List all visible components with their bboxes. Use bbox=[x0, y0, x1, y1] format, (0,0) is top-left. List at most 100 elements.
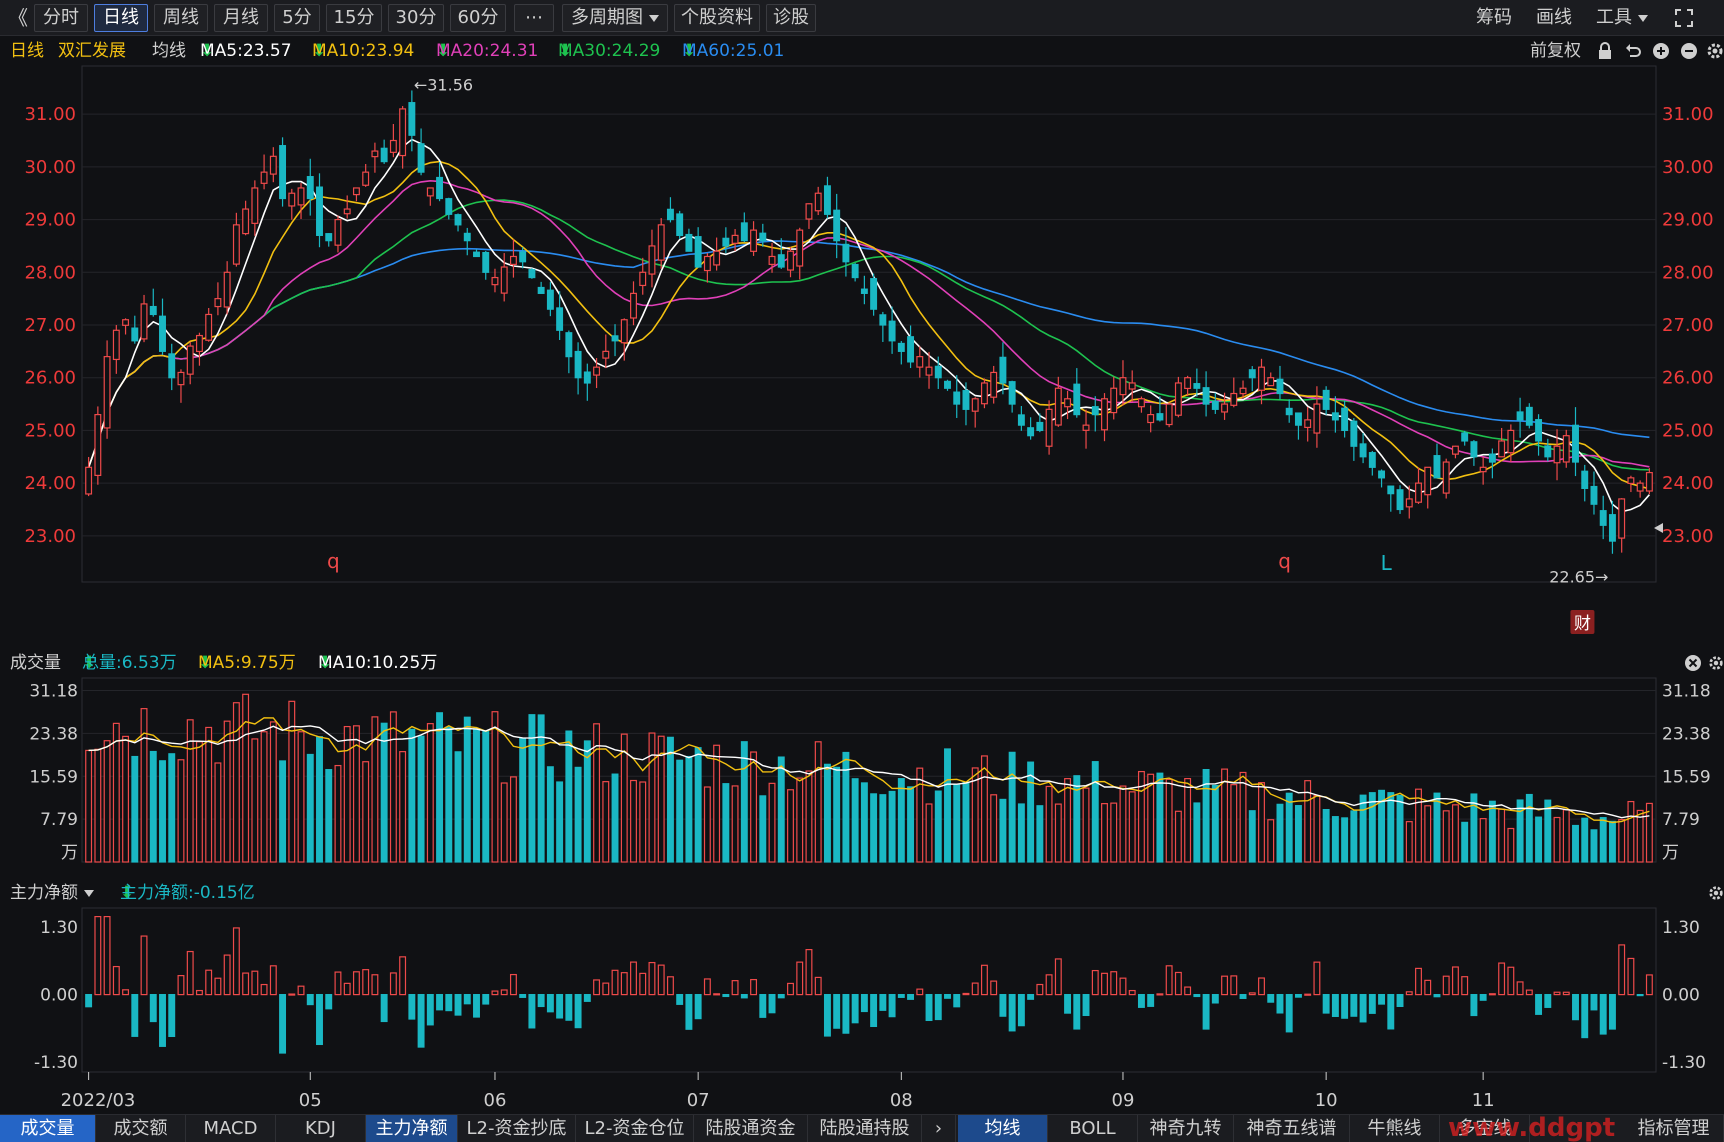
candle-body bbox=[186, 345, 194, 375]
volume-bar bbox=[1137, 770, 1145, 863]
flow-bar bbox=[288, 993, 296, 996]
volume-bar bbox=[574, 766, 582, 863]
period-button-30min[interactable]: 30分 bbox=[388, 4, 444, 32]
volume-bar bbox=[1174, 810, 1182, 863]
chips-button[interactable]: 筹码 bbox=[1476, 7, 1512, 28]
multi-period-dropdown[interactable]: 多周期图 bbox=[562, 4, 668, 32]
flow-bar bbox=[1442, 975, 1450, 996]
tools-dropdown[interactable]: 工具 bbox=[1596, 4, 1648, 32]
tab-boll[interactable]: BOLL bbox=[1048, 1115, 1138, 1142]
candle bbox=[897, 341, 905, 365]
flow-bar bbox=[242, 972, 250, 996]
candle bbox=[750, 221, 758, 256]
candle-body bbox=[1211, 400, 1219, 410]
tab-magic-nine[interactable]: 神奇九转 bbox=[1138, 1115, 1234, 1142]
tab-macd[interactable]: MACD bbox=[186, 1115, 276, 1142]
volume-bar bbox=[316, 736, 323, 863]
flow-bar bbox=[260, 983, 268, 996]
candle bbox=[1516, 397, 1524, 438]
tab-indicator-manage[interactable]: 指标管理 bbox=[1624, 1115, 1724, 1142]
stock-info-button[interactable]: 个股资料 bbox=[674, 4, 760, 32]
candlestick-chart[interactable]: 31.00 31.00 30.00 30.00 29.00 29.00 28.00 28.00… bbox=[0, 64, 1724, 638]
volume-bar bbox=[1415, 788, 1422, 863]
chevron-right-icon[interactable]: › bbox=[922, 1115, 956, 1142]
candle-body bbox=[805, 203, 813, 220]
volume-bar bbox=[602, 781, 610, 863]
flow-bar bbox=[1230, 975, 1238, 996]
x-tick-label: 05 bbox=[299, 1090, 322, 1111]
zoom-in-icon[interactable] bbox=[1652, 42, 1670, 60]
collapse-icon[interactable]: 《 bbox=[8, 6, 28, 30]
candle bbox=[740, 212, 748, 243]
candle bbox=[1608, 500, 1616, 554]
candle bbox=[657, 218, 665, 269]
zoom-out-icon[interactable] bbox=[1680, 42, 1698, 60]
flow-bar bbox=[1350, 993, 1358, 1017]
period-button-daily[interactable]: 日线 bbox=[94, 4, 148, 32]
tab-main-flow[interactable]: 主力净额 bbox=[366, 1115, 458, 1142]
tab-magic-five[interactable]: 神奇五线谱 bbox=[1234, 1115, 1350, 1142]
volume-chart[interactable]: 31.18 31.18 23.38 23.38 15.59 15.59 7.79 7.79 万 万 bbox=[0, 676, 1724, 870]
price-tick-left: 26.00 bbox=[24, 368, 76, 389]
tab-kdj[interactable]: KDJ bbox=[276, 1115, 366, 1142]
close-icon[interactable] bbox=[1684, 654, 1702, 672]
volume-bar bbox=[1036, 805, 1044, 863]
tab-hk-connect-flow[interactable]: 陆股通资金 bbox=[694, 1115, 808, 1142]
candle-body bbox=[1304, 419, 1312, 428]
lock-icon[interactable] bbox=[1596, 42, 1614, 60]
candle-body bbox=[823, 185, 831, 215]
ma-label[interactable]: 均线 bbox=[152, 41, 186, 61]
candle-body bbox=[500, 266, 508, 294]
tab-l2-position[interactable]: L2-资金仓位 bbox=[576, 1115, 694, 1142]
more-periods-button[interactable]: ⋯ bbox=[514, 4, 554, 32]
volume-bar bbox=[722, 783, 730, 863]
tab-long-short[interactable]: 多空线 bbox=[1440, 1115, 1530, 1142]
period-button-weekly[interactable]: 周线 bbox=[154, 4, 208, 32]
candle-body bbox=[1091, 406, 1099, 416]
candle-body bbox=[759, 232, 767, 242]
volume-bar bbox=[1387, 792, 1395, 863]
stock-name[interactable]: 双汇发展 bbox=[58, 41, 126, 61]
period-button-fenshi[interactable]: 分时 bbox=[34, 4, 88, 32]
period-button-monthly[interactable]: 月线 bbox=[214, 4, 268, 32]
candle-body bbox=[1535, 419, 1543, 442]
tab-volume[interactable]: 成交量 bbox=[0, 1115, 96, 1142]
settings-gear-icon[interactable] bbox=[1708, 654, 1724, 672]
volume-bar bbox=[787, 789, 794, 863]
volume-bar bbox=[546, 766, 554, 863]
candle bbox=[463, 227, 471, 256]
candle bbox=[870, 273, 878, 316]
settings-gear-icon[interactable] bbox=[1708, 884, 1724, 902]
candle bbox=[1488, 448, 1496, 479]
adjust-button[interactable]: 前复权 bbox=[1530, 41, 1581, 61]
flow-bar bbox=[1599, 993, 1607, 1035]
candle bbox=[1645, 468, 1653, 495]
tab-ma[interactable]: 均线 bbox=[958, 1115, 1048, 1142]
main-force-flow-chart[interactable]: 1.30 1.30 0.00 0.00 -1.30 -1.30 2022/03 05 06 07 0… bbox=[0, 906, 1724, 1114]
flow-bar bbox=[823, 993, 831, 1037]
period-button-15min[interactable]: 15分 bbox=[326, 4, 382, 32]
period-button-5min[interactable]: 5分 bbox=[274, 4, 320, 32]
flow-title-dropdown[interactable]: 主力净额 bbox=[10, 878, 94, 908]
volume-bar bbox=[131, 755, 139, 863]
tab-l2-bottom[interactable]: L2-资金抄底 bbox=[458, 1115, 576, 1142]
volume-bar bbox=[399, 751, 407, 863]
chevron-down-icon bbox=[1638, 14, 1648, 22]
volume-title[interactable]: 成交量 bbox=[10, 653, 61, 673]
candle-body bbox=[325, 233, 333, 242]
draw-line-button[interactable]: 画线 bbox=[1536, 7, 1572, 28]
candle bbox=[1599, 495, 1607, 540]
diagnose-button[interactable]: 诊股 bbox=[766, 4, 816, 32]
flow-bar bbox=[528, 993, 536, 1029]
fullscreen-icon[interactable] bbox=[1674, 8, 1694, 28]
tab-hk-connect-holding[interactable]: 陆股通持股 bbox=[808, 1115, 922, 1142]
volume-bar bbox=[1267, 819, 1275, 863]
tab-turnover[interactable]: 成交额 bbox=[96, 1115, 186, 1142]
period-button-60min[interactable]: 60分 bbox=[450, 4, 506, 32]
flow-bar bbox=[666, 976, 674, 996]
tab-bull-bear[interactable]: 牛熊线 bbox=[1350, 1115, 1440, 1142]
undo-icon[interactable] bbox=[1624, 42, 1642, 60]
main-legend: 日线 双汇发展 均线 MA5:23.57 ⬇ MA10:23.94 ⬇ MA20:2… bbox=[0, 36, 1724, 66]
volume-bar bbox=[288, 700, 296, 863]
settings-gear-icon[interactable] bbox=[1706, 42, 1724, 60]
